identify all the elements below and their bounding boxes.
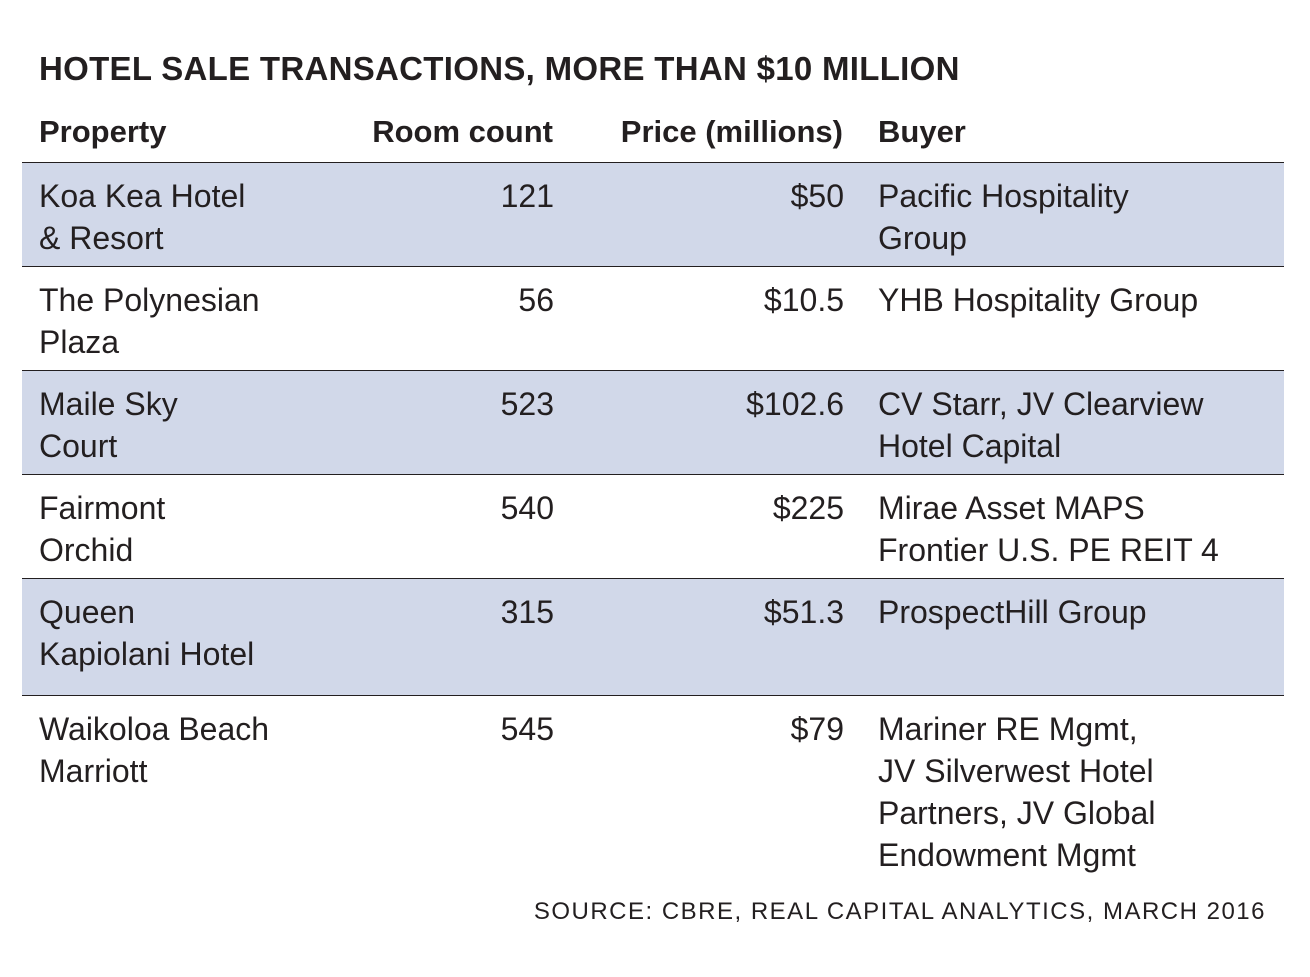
cell-room-count: 545 (500, 711, 554, 747)
table-row: Queen Kapiolani Hotel 315 $51.3 Prospect… (22, 578, 1284, 696)
cell-buyer: Mirae Asset MAPS Frontier U.S. PE REIT 4 (878, 490, 1219, 568)
table-row: Waikoloa Beach Marriott 545 $79 Mariner … (22, 695, 1284, 880)
header-price: Price (millions) (620, 114, 843, 149)
table-row: The Polynesian Plaza 56 $10.5 YHB Hospit… (22, 266, 1284, 370)
cell-property: Maile Sky Court (39, 386, 178, 464)
cell-buyer: ProspectHill Group (878, 594, 1147, 630)
header-buyer: Buyer (878, 114, 966, 149)
header-property: Property (39, 114, 167, 149)
table-title: HOTEL SALE TRANSACTIONS, MORE THAN $10 M… (39, 50, 960, 87)
cell-price: $79 (790, 711, 844, 747)
cell-room-count: 56 (518, 282, 554, 318)
cell-buyer: Mariner RE Mgmt, JV Silverwest Hotel Par… (878, 711, 1156, 873)
cell-buyer: YHB Hospitality Group (878, 282, 1199, 318)
cell-property: Koa Kea Hotel & Resort (39, 178, 246, 256)
source-note: SOURCE: CBRE, REAL CAPITAL ANALYTICS, MA… (533, 898, 1266, 925)
cell-room-count: 523 (500, 386, 554, 422)
table-row: Koa Kea Hotel & Resort 121 $50 Pacific H… (22, 162, 1284, 266)
cell-property: Fairmont Orchid (39, 490, 166, 568)
cell-property: Waikoloa Beach Marriott (39, 711, 270, 789)
table-row: Fairmont Orchid 540 $225 Mirae Asset MAP… (22, 474, 1284, 578)
cell-property: The Polynesian Plaza (39, 282, 260, 360)
header-room-count: Room count (372, 114, 553, 149)
cell-price: $50 (790, 178, 844, 214)
cell-price: $51.3 (763, 594, 844, 630)
cell-buyer: Pacific Hospitality Group (878, 178, 1129, 256)
cell-room-count: 315 (500, 594, 554, 630)
cell-room-count: 540 (500, 490, 554, 526)
cell-buyer: CV Starr, JV Clearview Hotel Capital (878, 386, 1204, 464)
cell-property: Queen Kapiolani Hotel (39, 594, 255, 672)
cell-price: $225 (772, 490, 844, 526)
table-row: Maile Sky Court 523 $102.6 CV Starr, JV … (22, 370, 1284, 474)
cell-price: $10.5 (763, 282, 844, 318)
cell-room-count: 121 (500, 178, 554, 214)
cell-price: $102.6 (746, 386, 844, 422)
